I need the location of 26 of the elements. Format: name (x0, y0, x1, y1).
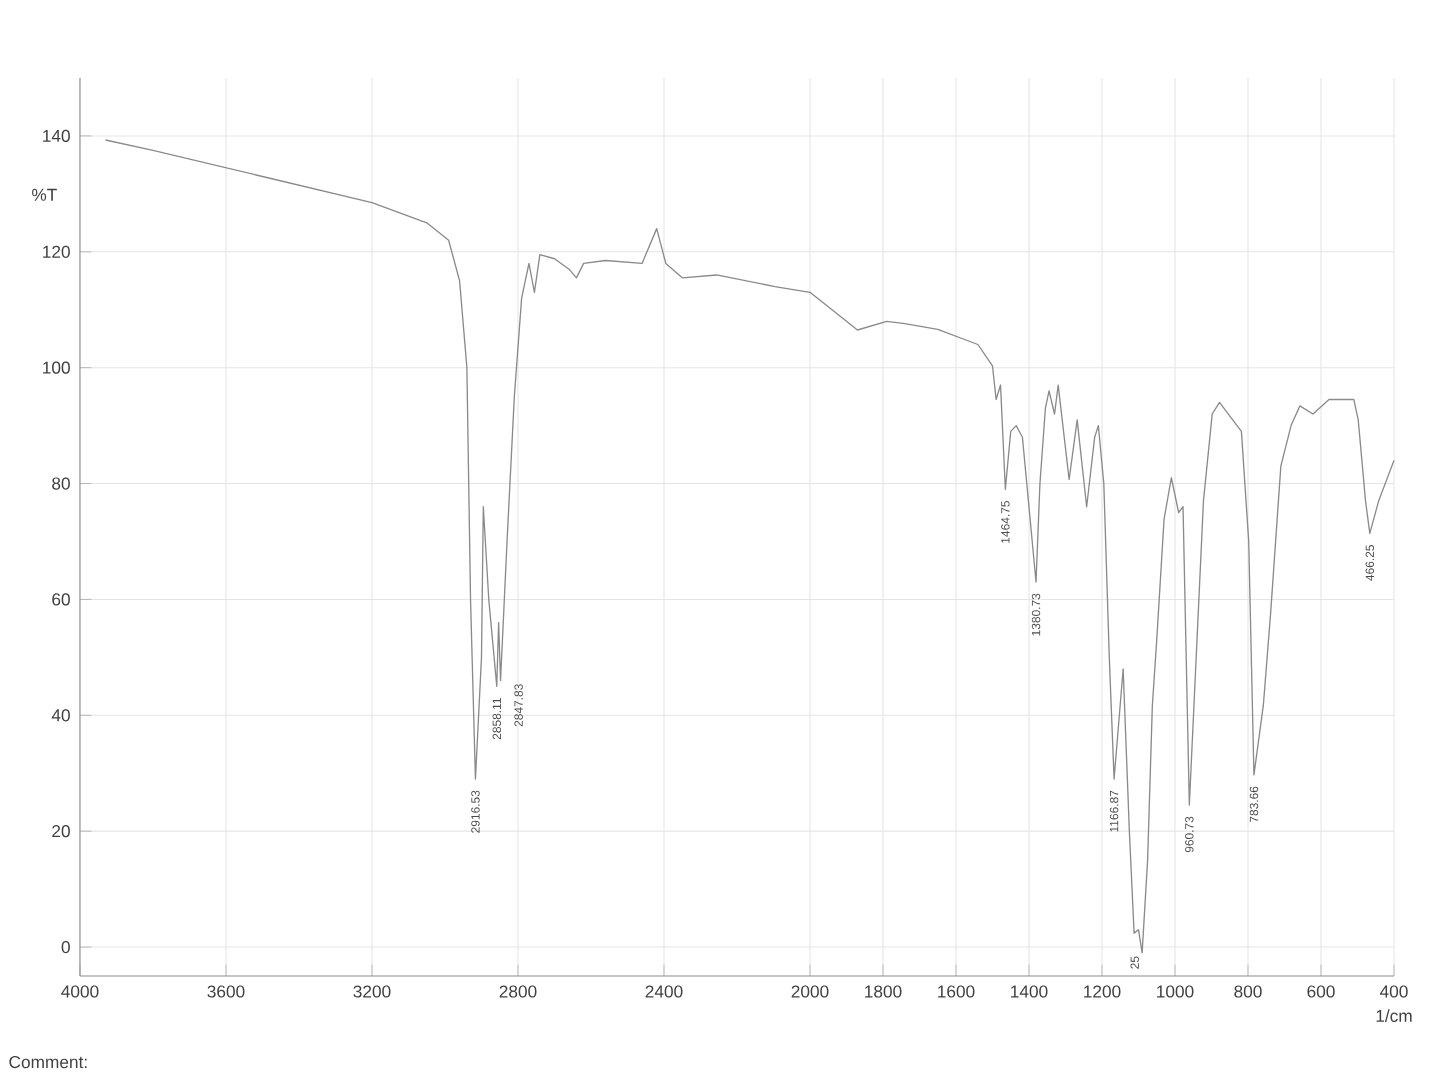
y-axis-title: %T (32, 188, 57, 201)
y-tick-label: 20 (52, 825, 70, 838)
x-tick-label: 800 (1234, 985, 1262, 998)
x-tick-label: 1800 (865, 985, 902, 998)
y-tick-label: 60 (52, 593, 70, 606)
y-tick-label: 40 (51, 709, 70, 722)
y-tick-label: 140 (43, 129, 70, 143)
y-tick-label: 80 (52, 477, 70, 490)
line-series (104, 139, 1395, 954)
x-tick-label: 1600 (938, 985, 975, 998)
x-tick-label: 400 (1380, 985, 1408, 998)
x-tick-label: 2800 (499, 985, 537, 998)
x-axis-title: 1/cm (1376, 1009, 1412, 1022)
y-tick-label: 120 (43, 245, 70, 258)
x-tick-label: 2400 (645, 985, 683, 998)
y-tick-label: 0 (61, 940, 70, 954)
x-tick-label: 3200 (353, 985, 391, 998)
x-tick-label: 1200 (1084, 985, 1121, 998)
x-tick-label: 1400 (1011, 985, 1048, 998)
x-tick-label: 1000 (1157, 985, 1194, 998)
text: Comment: (9, 1055, 87, 1069)
x-tick-label: 3600 (207, 985, 245, 998)
x-tick-label: 600 (1307, 985, 1335, 998)
y-tick-label: 100 (43, 361, 70, 374)
x-tick-label: 4000 (61, 985, 99, 998)
x-tick-label: 2000 (791, 985, 829, 998)
